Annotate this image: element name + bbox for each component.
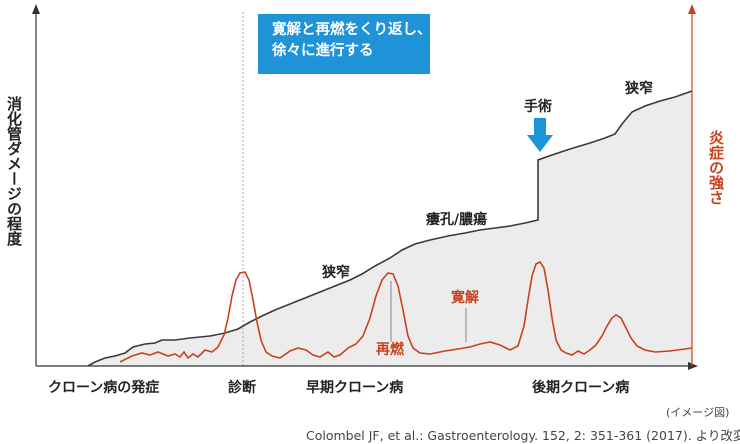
timeline-early: 早期クローン病 <box>306 380 404 396</box>
timeline-diagnosis: 診断 <box>228 380 256 396</box>
fistula-label: 瘻孔/膿瘍 <box>426 212 488 228</box>
image-note: (イメージ図) <box>666 406 730 419</box>
relapse-label: 再燃 <box>376 342 404 358</box>
y-axis-right-label: 炎症の強さ <box>707 130 725 205</box>
callout-line-1: 寛解と再燃をくり返し、 <box>272 22 432 38</box>
citation: Colombel JF, et al.: Gastroenterology. 1… <box>306 428 740 443</box>
y-axis-left-arrow <box>32 4 40 14</box>
y-axis-right-arrow <box>688 4 696 14</box>
x-axis-arrow <box>688 362 698 370</box>
damage-area <box>88 91 692 366</box>
surgery-label: 手術 <box>524 99 552 115</box>
timeline-onset: クローン病の発症 <box>48 380 160 396</box>
y-axis-left-label: 消化管ダメージの程度 <box>5 96 23 246</box>
callout-box: 寛解と再燃をくり返し、 徐々に進行する <box>258 14 432 74</box>
late-stenosis-label: 狭窄 <box>625 81 653 97</box>
inflammation-line <box>119 260 693 363</box>
damage-line <box>87 90 693 367</box>
remission-label: 寛解 <box>451 290 479 306</box>
callout-line-2: 徐々に進行する <box>272 43 374 59</box>
surgery-arrow-icon <box>527 118 553 152</box>
early-stenosis-label: 狭窄 <box>322 265 350 281</box>
timeline-late: 後期クローン病 <box>532 380 630 396</box>
